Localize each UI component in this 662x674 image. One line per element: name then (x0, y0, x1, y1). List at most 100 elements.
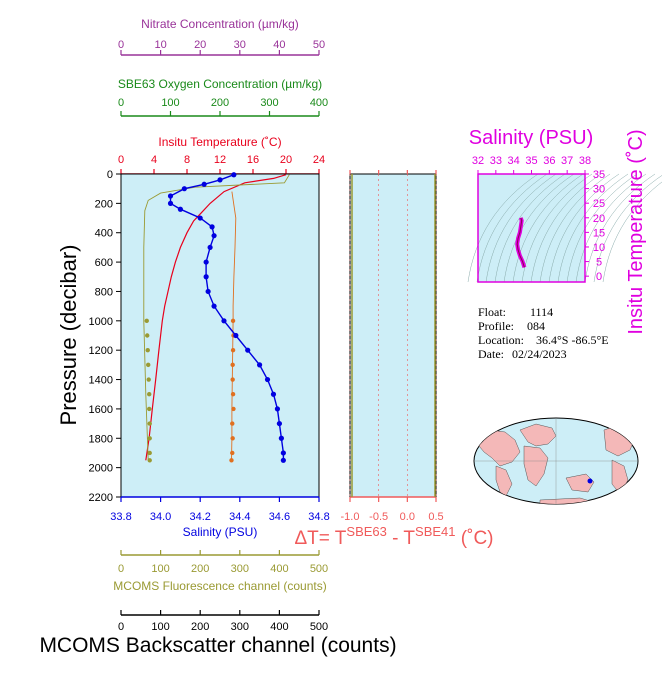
salinity-axis: 33.8 34.0 34.2 34.4 34.6 34.8 (110, 496, 330, 523)
backscatter-axis-tick-label: 400 (270, 621, 288, 633)
ts-isopycnal (584, 173, 656, 283)
map-grid (474, 418, 638, 504)
salinity-point (278, 435, 284, 441)
backscatter-point (230, 421, 235, 426)
ts-x-tick-label: 32 (472, 155, 484, 167)
backscatter-axis-label: MCOMS Backscatter channel (counts) (39, 634, 396, 657)
fluorescence-axis-tick-label: 500 (310, 563, 328, 575)
salinity-point (221, 318, 227, 324)
ts-isopycnal (548, 173, 620, 283)
pressure-tick-label: 800 (95, 286, 113, 298)
ts-y-tick-label: 30 (593, 184, 605, 196)
salinity-point (167, 200, 174, 206)
ts-points (515, 217, 527, 268)
oxygen-axis-tick-label: 200 (211, 97, 229, 109)
backscatter-point (230, 392, 236, 397)
temperature-line (145, 174, 287, 461)
delta-t-axis: -1.0 -0.5 0.0 0.5 (341, 170, 444, 523)
ts-isopycnal (602, 181, 662, 283)
oxygen-axis-tick-label: 400 (310, 97, 328, 109)
oxygen-point (146, 377, 151, 382)
ts-isopycnal (575, 173, 647, 283)
ts-y-tick-label: 20 (593, 213, 605, 225)
backscatter-axis-tick-label: 0 (118, 621, 124, 633)
pressure-tick-label: 400 (95, 228, 113, 240)
fluorescence-axis-tick-label: 0 (118, 563, 124, 575)
fluorescence-axis-tick-label: 100 (151, 563, 169, 575)
ts-x-tick-label: 36 (543, 155, 555, 167)
oxygen-point (147, 458, 152, 463)
oxygen-point (145, 347, 150, 353)
delta-t-tick-label: 0.0 (400, 511, 415, 523)
nitrate-axis-tick-label: 50 (313, 39, 325, 51)
location-value: 36.4°S -86.5°E (536, 333, 609, 347)
oxygen-line (143, 174, 290, 461)
ts-isopycnal (494, 173, 566, 283)
location-label: Location: (478, 333, 524, 347)
ts-profile-core (516, 217, 525, 268)
world-map (473, 417, 639, 505)
temperature-axis-tick-label: 20 (280, 154, 292, 166)
salinity-point (280, 457, 286, 463)
delta-t-title: ΔT= TSBE63 - TSBE41 (˚C) (294, 524, 493, 549)
temperature-axis-tick-label: 0 (118, 154, 124, 166)
pressure-axis-label: Pressure (decibar) (56, 245, 81, 426)
oxygen-point (147, 392, 152, 397)
salinity-point (177, 206, 183, 212)
ts-isopycnal (512, 173, 584, 283)
temperature-axis-tick-label: 8 (184, 154, 190, 166)
profile-value: 084 (527, 319, 545, 333)
nitrate-axis-tick-label: 40 (273, 39, 285, 51)
salinity-point (209, 224, 215, 230)
backscatter-point (230, 436, 235, 441)
backscatter-point (230, 362, 235, 368)
ts-y-tick-label: 5 (596, 257, 602, 269)
pressure-tick-label: 2000 (89, 463, 113, 475)
nitrate-axis-tick-label: 20 (194, 39, 206, 51)
float-value: 1114 (530, 305, 553, 319)
salinity-axis-tick-label: 34.4 (229, 511, 250, 523)
backscatter-axis-tick-label: 100 (151, 621, 169, 633)
ts-y-tick-label: 25 (593, 198, 605, 210)
delta-t-tick-label: 0.5 (428, 511, 443, 523)
float-position-marker (587, 478, 593, 484)
fluorescence-axis-tick-label: 400 (270, 563, 288, 575)
date-value: 02/24/2023 (512, 347, 567, 361)
temperature-axis: 0 4 8 12 16 20 24 (118, 154, 325, 175)
backscatter-axis-tick-label: 200 (191, 621, 209, 633)
pressure-tick-label: 200 (95, 198, 113, 210)
oxygen-axis-tick-label: 100 (161, 97, 179, 109)
oxygen-point (147, 421, 152, 426)
ts-isopycnal (503, 173, 575, 283)
ts-x-tick-label: 33 (490, 155, 502, 167)
pressure-tick-label: 1200 (89, 345, 113, 357)
salinity-axis-tick-label: 33.8 (110, 511, 131, 523)
salinity-point (233, 332, 239, 339)
salinity-point (205, 288, 211, 295)
backscatter-point (230, 347, 236, 353)
ts-isopycnal (467, 173, 539, 283)
salinity-point (245, 347, 251, 353)
ts-x-tick-label: 37 (561, 155, 573, 167)
salinity-point (201, 181, 207, 187)
temperature-axis-tick-label: 16 (247, 154, 259, 166)
delta-t-grid (349, 174, 437, 497)
oxygen-point (146, 362, 151, 368)
salinity-point (211, 233, 217, 239)
salinity-point (280, 450, 286, 456)
salinity-point (203, 259, 209, 265)
pressure-tick-label: 1600 (89, 404, 113, 416)
oxygen-point (147, 450, 152, 456)
ts-y-tick-label: 10 (593, 242, 605, 254)
delta-t-tick-label: -1.0 (341, 511, 360, 523)
salinity-point (231, 172, 237, 178)
nitrate-axis: 0 10 20 30 40 50 (118, 39, 325, 56)
ts-isopycnal (476, 173, 548, 283)
temperature-axis-label: Insitu Temperature (˚C) (158, 135, 281, 149)
oxygen-point (145, 333, 150, 338)
backscatter-point (229, 458, 234, 463)
backscatter-point (230, 318, 236, 324)
float-info: Float: 1114 Profile: 084 Location: 36.4°… (478, 305, 609, 361)
ts-isopycnals (467, 173, 662, 283)
